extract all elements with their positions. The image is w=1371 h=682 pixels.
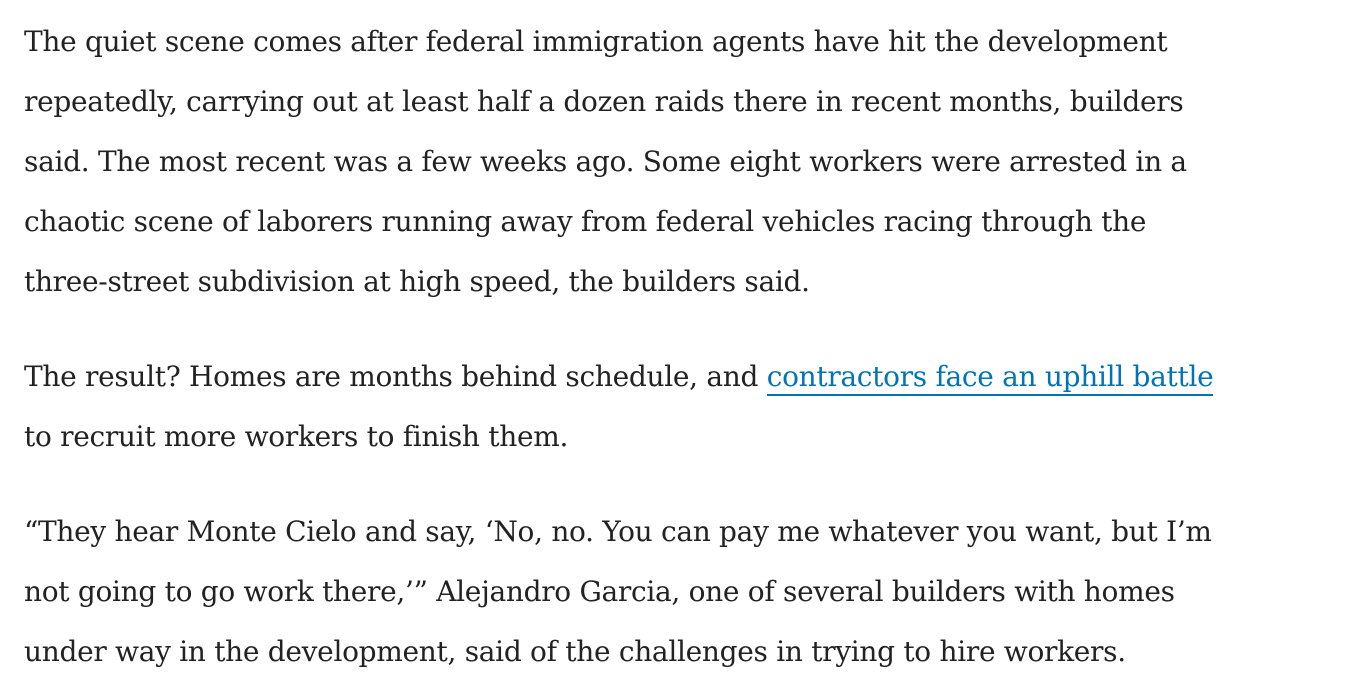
text-line: said. The most recent was a few weeks ag… [24,145,1187,178]
text-line: under way in the development, said of th… [24,635,1126,668]
text-line: not going to go work there,’” Alejandro … [24,575,1175,608]
text-line: chaotic scene of laborers running away f… [24,205,1147,238]
text-before-link: The result? Homes are months behind sche… [24,360,767,393]
text-line: to recruit more workers to finish them. [24,420,569,453]
text-line: The result? Homes are months behind sche… [24,347,1371,407]
text-line: “They hear Monte Cielo and say, ‘No, no.… [24,515,1212,548]
text-line: three-street subdivision at high speed, … [24,265,810,298]
paragraph-1: The quiet scene comes after federal immi… [24,12,1371,312]
paragraph-2: The result? Homes are months behind sche… [24,347,1371,467]
contractors-article-link[interactable]: contractors face an uphill battle [766,360,1214,396]
text-line: repeatedly, carrying out at least half a… [24,85,1184,118]
paragraph-3: “They hear Monte Cielo and say, ‘No, no.… [24,502,1371,682]
text-line: The quiet scene comes after federal immi… [24,25,1168,58]
